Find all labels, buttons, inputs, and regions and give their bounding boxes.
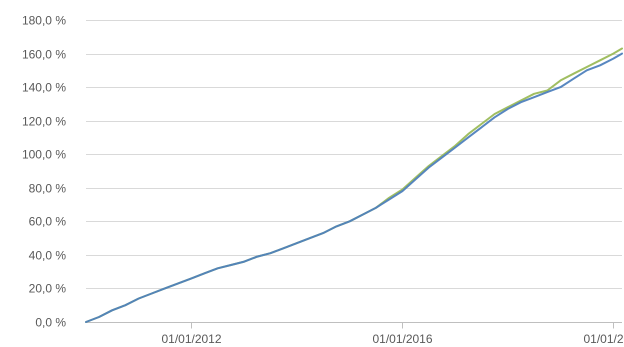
y-tick-labels: 0,0 % 20,0 % 40,0 % 60,0 % 80,0 % 100,0 % 120,… xyxy=(22,14,66,330)
series-line-1 xyxy=(85,47,623,323)
series-lines xyxy=(85,47,623,323)
y-tick-label: 160,0 % xyxy=(22,48,66,62)
y-tick-label: 180,0 % xyxy=(22,14,66,28)
axes xyxy=(86,322,622,329)
y-tick-label: 0,0 % xyxy=(35,316,66,330)
y-tick-label: 20,0 % xyxy=(29,282,67,296)
y-tick-label: 80,0 % xyxy=(29,182,67,196)
series-line-2 xyxy=(85,52,623,323)
y-tick-label: 120,0 % xyxy=(22,115,66,129)
gridlines xyxy=(86,20,622,289)
y-tick-label: 100,0 % xyxy=(22,148,66,162)
y-tick-label: 140,0 % xyxy=(22,81,66,95)
x-tick-label: 01/01/2016 xyxy=(372,332,432,346)
y-tick-label: 40,0 % xyxy=(29,249,67,263)
x-tick-label: 01/01/2012 xyxy=(161,332,221,346)
x-tick-label: 01/01/2020 xyxy=(583,332,624,346)
x-tick-labels: 01/01/2012 01/01/2016 01/01/2020 xyxy=(161,332,624,346)
y-tick-label: 60,0 % xyxy=(29,215,67,229)
